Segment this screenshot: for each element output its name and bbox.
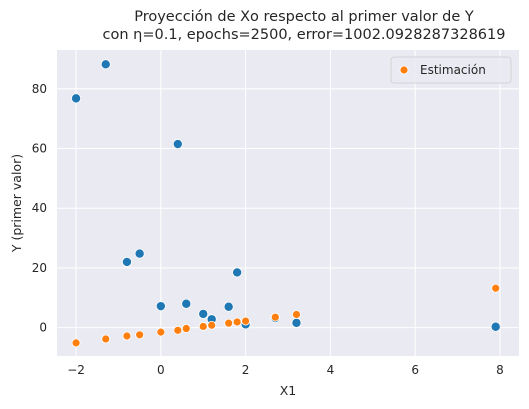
data-point-y — [198, 308, 209, 319]
data-point-estimacion — [224, 318, 234, 328]
data-point-estimacion — [232, 317, 242, 327]
x-tick-label: 2 — [242, 363, 250, 377]
data-point-estimacion — [491, 283, 501, 293]
data-point-estimacion — [241, 316, 251, 326]
x-tick-label: −2 — [67, 363, 85, 377]
data-point-y — [223, 301, 234, 312]
data-point-y — [121, 256, 132, 267]
data-point-estimacion — [270, 312, 280, 322]
y-tick-label: 80 — [32, 82, 47, 96]
x-tick-label: 0 — [157, 363, 165, 377]
scatter-points — [71, 59, 501, 348]
data-point-y — [71, 93, 82, 104]
data-point-estimacion — [101, 334, 111, 344]
data-point-estimacion — [71, 338, 81, 348]
legend-marker-estimacion — [399, 65, 409, 75]
chart-title-line-2: con η=0.1, epochs=2500, error=1002.09282… — [103, 27, 506, 43]
data-point-estimacion — [135, 330, 145, 340]
data-point-estimacion — [122, 331, 132, 341]
y-tick-label: 0 — [39, 321, 47, 335]
y-axis-label: Y (primer valor) — [9, 154, 24, 253]
data-point-y — [181, 298, 192, 309]
data-point-estimacion — [198, 322, 208, 331]
data-point-y — [232, 267, 243, 278]
data-point-y — [490, 321, 501, 332]
legend-label-estimacion: Estimación — [420, 63, 486, 77]
x-axis-ticks: −2 0 2 4 6 8 — [67, 363, 504, 377]
grid — [57, 50, 519, 356]
data-point-estimacion — [156, 327, 166, 337]
data-point-estimacion — [173, 325, 183, 335]
data-point-y — [291, 317, 302, 328]
y-tick-label: 40 — [32, 201, 47, 215]
data-point-estimacion — [292, 310, 301, 319]
y-tick-label: 20 — [32, 261, 47, 275]
y-tick-label: 60 — [32, 142, 47, 156]
chart-title-line-1: Proyección de Xo respecto al primer valo… — [134, 9, 474, 25]
plot-area — [57, 50, 519, 356]
x-axis-label: X1 — [280, 383, 297, 398]
data-point-estimacion — [207, 320, 217, 330]
data-point-y — [100, 59, 111, 70]
data-point-y — [155, 301, 166, 312]
x-tick-label: 4 — [327, 363, 335, 377]
y-axis-ticks: 0 20 40 60 80 — [32, 82, 47, 335]
data-point-y — [172, 139, 183, 150]
x-tick-label: 8 — [496, 363, 504, 377]
legend: Estimación — [390, 56, 512, 84]
x-tick-label: 6 — [411, 363, 419, 377]
legend-box — [390, 56, 512, 84]
data-point-y — [134, 248, 145, 259]
data-point-estimacion — [181, 324, 191, 333]
